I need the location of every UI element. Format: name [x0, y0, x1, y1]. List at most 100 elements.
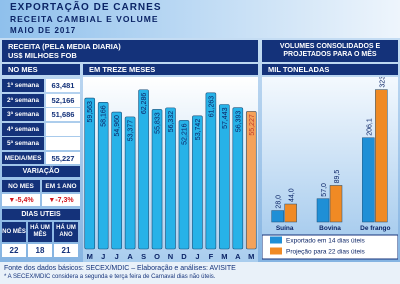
down-arrow: ▼ [48, 196, 56, 204]
week-label: 1ª semana [2, 79, 44, 92]
value-label: 28,0 [276, 195, 283, 209]
value-label: 59,563 [87, 101, 94, 123]
week-value: 51,686 [46, 108, 80, 121]
volume-chart: Suína 28,0 44,0 Bovina 57,0 89,5 De frango 206,… [262, 77, 398, 260]
working-days-column: HÁ UM MÊS [28, 222, 52, 242]
x-tick-label: M [248, 252, 254, 261]
chart-title: MIL TONELADAS [262, 64, 398, 75]
week-value: 63,481 [46, 79, 80, 92]
x-tick-label: De frango [360, 225, 390, 232]
bar [329, 185, 343, 223]
working-days-title: DIAS UTEIS [2, 209, 80, 220]
week-label: 5ª semana [2, 137, 44, 150]
working-days-value: 22 [2, 244, 26, 257]
value-label: 56,332 [168, 111, 175, 133]
down-arrow: ▼ [8, 196, 16, 204]
value-label: 89,5 [334, 170, 341, 184]
bar [151, 109, 163, 250]
working-days-column: NO MÊS [2, 222, 26, 242]
variation-title: VARIAÇÃO [2, 166, 80, 177]
bar [165, 107, 176, 250]
bar [232, 107, 244, 250]
bar [219, 104, 230, 250]
bar [205, 92, 217, 250]
chart-title: EM TREZE MESES [83, 64, 258, 75]
x-tick-label: Suína [276, 225, 294, 232]
legend-swatch [270, 247, 282, 255]
legend-label: Projeção para 22 dias úteis [286, 249, 366, 256]
variation-value: -7,3% [55, 196, 74, 204]
average-value: 55,227 [46, 152, 80, 164]
revenue-heading-line: US$ MILHOES FOB [8, 51, 77, 60]
bar [111, 111, 122, 250]
x-tick-label: A [235, 252, 241, 261]
volume-heading: VOLUMES CONSOLIDADOS E PROJETADOS PARA O… [262, 40, 398, 62]
legend-label: Exportado em 14 dias úteis [286, 238, 366, 245]
value-label: 52,216 [181, 123, 188, 145]
x-tick-label: A [127, 252, 133, 261]
revenue-heading: RECEITA (PELA MEDIA DIARIA) US$ MILHOES … [2, 40, 258, 62]
value-label: 53,377 [128, 120, 135, 142]
variation-cell: ▼ -7,3% [42, 194, 80, 206]
x-tick-label: D [181, 252, 187, 261]
x-tick-label: F [209, 252, 214, 261]
month-table-title: NO MES [2, 64, 80, 75]
value-label: 323,9 [379, 77, 386, 88]
date: MAIO DE 2017 [10, 26, 77, 35]
footer-line: * A SECEX/MDIC considera a segunda e ter… [4, 274, 216, 280]
x-tick-label: S [141, 252, 146, 261]
bar [97, 101, 109, 250]
legend-swatch [270, 236, 282, 244]
week-value [46, 122, 80, 136]
bar [284, 203, 297, 223]
week-label: 3ª semana [2, 108, 44, 121]
bar [192, 115, 203, 250]
x-tick-label: J [115, 252, 119, 261]
footer: Fonte dos dados básicos: SECEX/MDIC – El… [0, 262, 400, 284]
bar [362, 137, 375, 223]
bar [316, 198, 330, 223]
bar [124, 116, 136, 250]
x-tick-label: O [154, 252, 160, 261]
value-label: 44,0 [289, 188, 296, 202]
bar [84, 97, 96, 250]
average-label: MEDIA/MES [2, 152, 44, 164]
value-label: 61,263 [208, 96, 215, 118]
working-days-column: HÁ UM ANO [54, 222, 78, 242]
bar [178, 120, 190, 250]
value-label: 55,833 [155, 112, 162, 134]
bar [375, 89, 388, 223]
monthly-chart: 59,563 M 58,166 J 54,960 J 53,377 A 62,286 S 55,83… [83, 77, 258, 262]
x-tick-label: M [87, 252, 93, 261]
variation-column: EM 1 ANO [42, 180, 80, 192]
week-value: 52,166 [46, 93, 80, 107]
value-label: 53,742 [195, 119, 202, 141]
value-label: 57,443 [222, 107, 229, 129]
title: EXPORTAÇÃO DE CARNES [10, 2, 162, 13]
x-tick-label: N [168, 252, 173, 261]
x-tick-label: J [101, 252, 105, 261]
variation-value: -5,4% [15, 196, 34, 204]
bar [271, 210, 284, 223]
legend-box [262, 234, 398, 260]
footer-line: Fonte dos dados básicos: SECEX/MDIC – El… [4, 265, 236, 272]
value-label: 57,0 [321, 183, 328, 197]
value-label: 58,166 [101, 105, 108, 127]
week-value [46, 137, 80, 150]
x-tick-label: Bovina [319, 225, 341, 232]
subtitle: RECEITA CAMBIAL E VOLUME [10, 14, 159, 24]
value-label: 55,227 [249, 114, 256, 136]
week-label: 4ª semana [2, 122, 44, 136]
variation-column: NO MES [2, 180, 40, 192]
value-label: 54,960 [114, 115, 121, 137]
variation-cell: ▼ -5,4% [2, 194, 40, 206]
working-days-value: 21 [54, 244, 78, 257]
x-tick-label: J [195, 252, 199, 261]
week-label: 2ª semana [2, 93, 44, 107]
header [0, 0, 400, 38]
value-label: 206,1 [366, 118, 373, 136]
x-tick-label: M [221, 252, 227, 261]
value-label: 62,286 [141, 93, 148, 115]
bar [245, 110, 257, 250]
